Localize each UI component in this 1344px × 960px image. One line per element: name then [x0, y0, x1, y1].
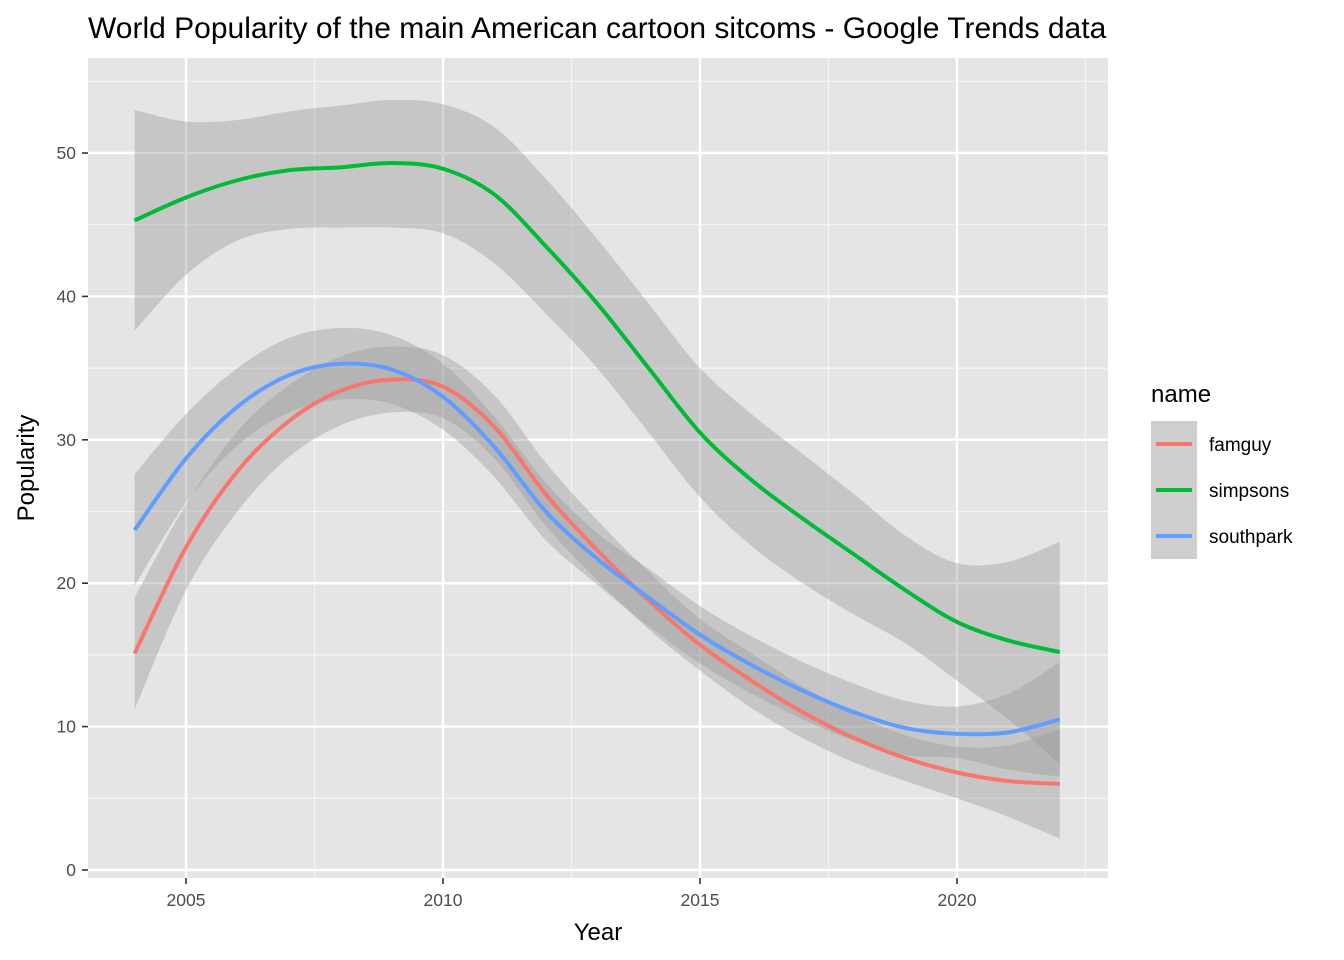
y-tick-label-30: 30: [57, 430, 77, 450]
y-tick-label-10: 10: [57, 717, 77, 737]
legend-items: famguy simpsons southpark: [1151, 421, 1293, 559]
y-tick-label-40: 40: [57, 286, 77, 306]
x-axis-title: Year: [574, 919, 623, 946]
legend-title: name: [1151, 381, 1211, 408]
ribbon-simpsons: [134, 99, 1060, 764]
grid-major: [88, 58, 1108, 878]
legend-label-simpsons: simpsons: [1209, 481, 1289, 502]
line-famguy: [132, 377, 1060, 786]
ribbon-famguy: [134, 346, 1060, 839]
y-tick-label-50: 50: [57, 143, 77, 163]
grid-minor: [88, 58, 1108, 878]
x-tick-label-2015: 2015: [681, 890, 720, 910]
x-axis-ticks: 2005 2010 2015 2020: [167, 878, 977, 910]
line-southpark: [132, 361, 1061, 737]
plot-panel: [88, 58, 1108, 878]
chart-title: World Popularity of the main American ca…: [88, 12, 1107, 45]
legend: name famguy simpsons southpark: [1151, 381, 1293, 559]
x-tick-label-2005: 2005: [167, 890, 206, 910]
y-axis-ticks: 0 10 20 30 40 50: [57, 143, 88, 880]
legend-label-famguy: famguy: [1209, 435, 1272, 456]
legend-label-southpark: southpark: [1209, 527, 1293, 548]
y-axis-title: Popularity: [13, 415, 40, 522]
x-tick-label-2010: 2010: [424, 890, 463, 910]
y-tick-label-0: 0: [66, 860, 76, 880]
y-tick-label-20: 20: [57, 573, 77, 593]
line-simpsons: [133, 161, 1061, 654]
series-lines: [132, 161, 1061, 786]
x-tick-label-2020: 2020: [938, 890, 977, 910]
